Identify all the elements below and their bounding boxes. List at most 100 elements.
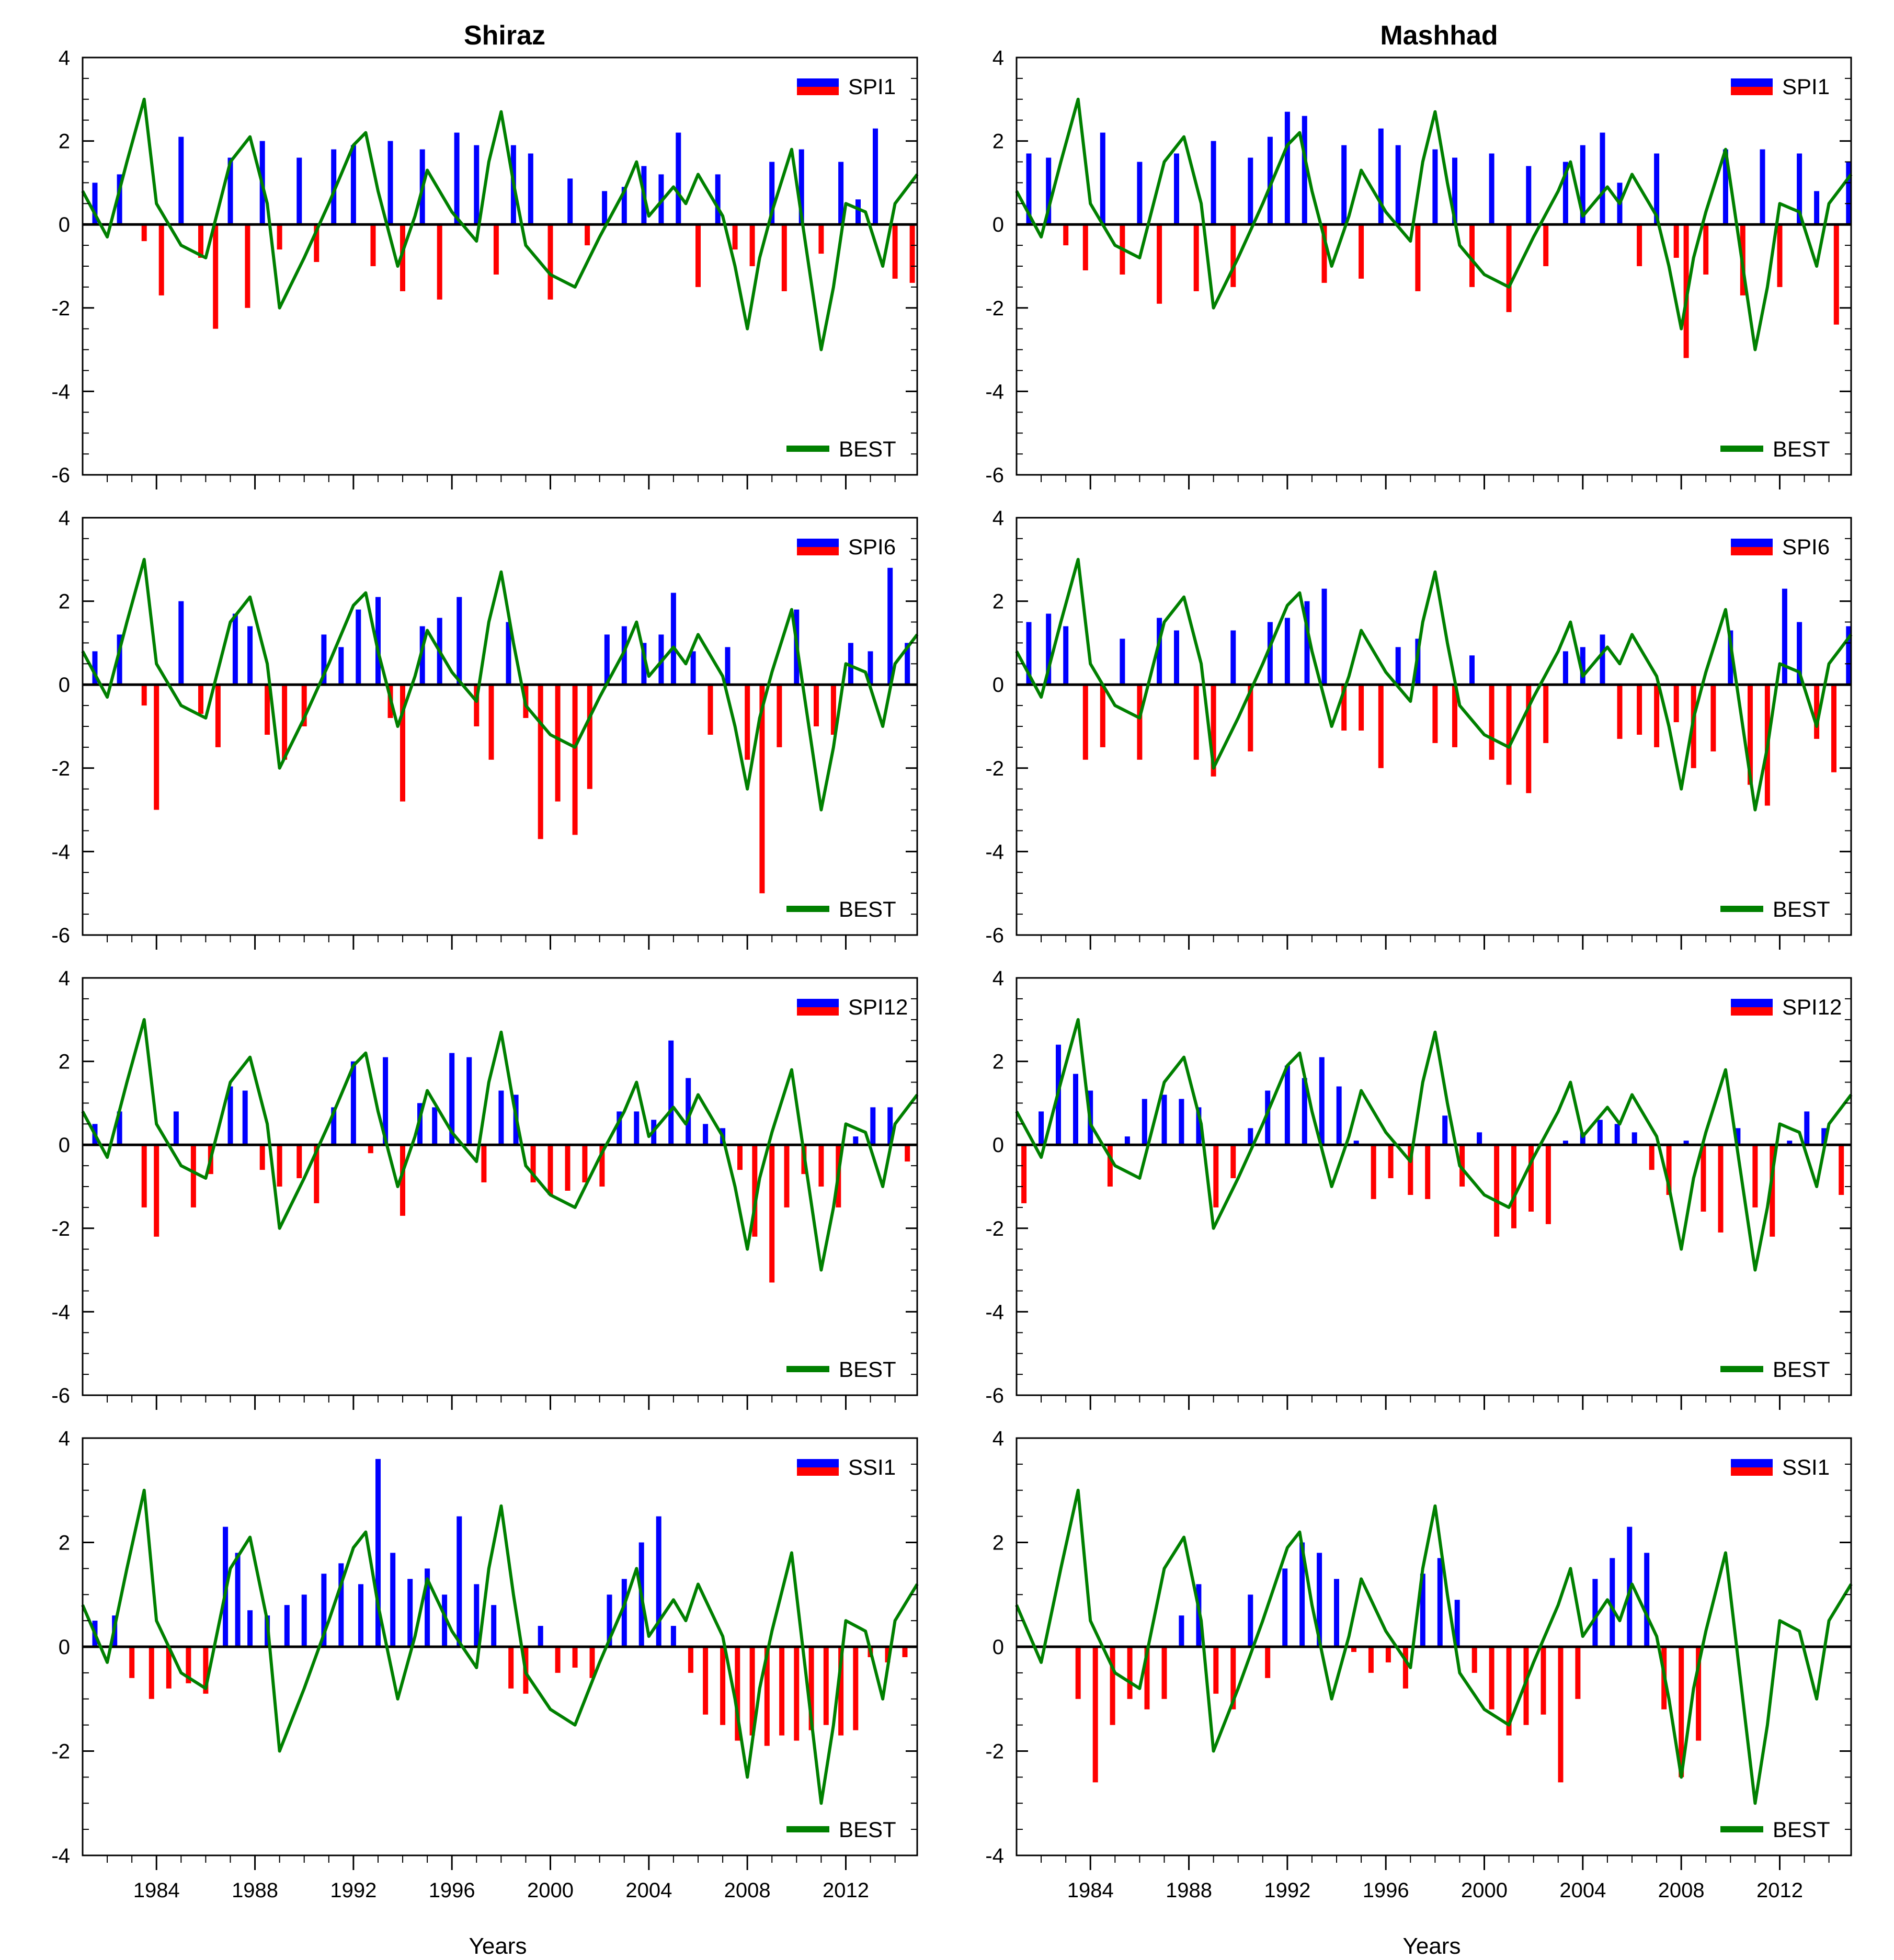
bar-shiraz-ssi1-33 (656, 1516, 661, 1647)
bar-mashhad-spi6-33 (1637, 685, 1642, 735)
bar-shiraz-ssi1-2 (129, 1647, 135, 1678)
bar-mashhad-ssi1-3 (1127, 1647, 1133, 1699)
ytick-label-mashhad-spi6-0: 4 (992, 507, 1004, 530)
xtick-label-mashhad-ssi1-2: 1992 (1264, 1879, 1310, 1902)
bar-mashhad-spi12-39 (1701, 1145, 1706, 1212)
bar-mashhad-spi6-0 (1026, 622, 1032, 685)
bar-shiraz-ssi1-44 (823, 1647, 829, 1725)
bar-mashhad-ssi1-26 (1523, 1647, 1529, 1725)
xtick-label-shiraz-ssi1-3: 1996 (429, 1879, 475, 1902)
bar-shiraz-spi6-44 (868, 651, 873, 685)
bar-mashhad-spi1-24 (1469, 224, 1475, 287)
bar-mashhad-ssi1-5 (1161, 1647, 1167, 1699)
ytick-label-mashhad-spi12-3: -2 (985, 1217, 1004, 1240)
bar-mashhad-spi1-31 (1600, 132, 1605, 225)
legend-swatch-positive-shiraz-spi12 (797, 999, 839, 1007)
bar-shiraz-spi6-17 (400, 685, 405, 802)
bar-mashhad-ssi1-17 (1368, 1647, 1374, 1673)
bar-mashhad-spi1-44 (1833, 224, 1839, 325)
bar-shiraz-spi1-32 (676, 132, 681, 225)
bar-shiraz-spi1-1 (117, 174, 122, 225)
bar-shiraz-spi6-41 (814, 685, 819, 726)
bar-shiraz-spi6-39 (777, 685, 782, 747)
bar-mashhad-spi12-1 (1039, 1111, 1044, 1145)
bar-shiraz-spi6-30 (621, 626, 627, 685)
bar-shiraz-spi6-45 (887, 567, 893, 685)
bar-mashhad-spi12-42 (1752, 1145, 1758, 1207)
bar-mashhad-spi12-26 (1477, 1132, 1482, 1145)
bar-shiraz-ssi1-21 (457, 1516, 462, 1647)
bar-mashhad-spi1-0 (1026, 153, 1032, 225)
bar-shiraz-ssi1-6 (203, 1647, 209, 1694)
bar-shiraz-spi1-4 (178, 136, 184, 225)
bar-mashhad-spi6-9 (1193, 685, 1199, 760)
bar-shiraz-spi1-40 (818, 224, 824, 254)
bar-shiraz-spi6-1 (117, 634, 122, 685)
bar-mashhad-ssi1-20 (1420, 1574, 1425, 1647)
xtick-label-shiraz-ssi1-4: 2000 (527, 1879, 574, 1902)
bar-shiraz-ssi1-16 (375, 1458, 381, 1647)
ytick-label-shiraz-spi1-2: 0 (59, 213, 70, 236)
bar-mashhad-spi12-20 (1371, 1145, 1376, 1199)
bar-shiraz-spi1-35 (732, 224, 738, 250)
bar-shiraz-spi1-0 (92, 183, 98, 225)
bar-mashhad-spi12-0 (1021, 1145, 1027, 1203)
bar-mashhad-ssi1-29 (1575, 1647, 1581, 1699)
bar-shiraz-ssi1-9 (247, 1610, 253, 1647)
ytick-label-mashhad-spi1-3: -2 (985, 297, 1004, 320)
bar-mashhad-spi1-35 (1673, 224, 1679, 258)
bar-mashhad-spi6-13 (1267, 622, 1273, 685)
bar-mashhad-spi6-44 (1831, 685, 1836, 772)
ytick-label-shiraz-spi12-4: -4 (51, 1301, 70, 1324)
bar-mashhad-spi6-4 (1100, 685, 1105, 747)
panel-mashhad-spi1: 4 2 0 -2 -4 -6 SPI1 BEST (985, 47, 1853, 489)
xtick-label-mashhad-ssi1-4: 2000 (1461, 1879, 1508, 1902)
bar-shiraz-spi1-25 (547, 224, 553, 300)
legend-best-label-shiraz-spi6: BEST (839, 897, 896, 921)
legend-swatch-negative-mashhad-spi12 (1731, 1007, 1773, 1016)
xtick-label-mashhad-ssi1-6: 2008 (1658, 1879, 1705, 1902)
ytick-label-shiraz-spi12-0: 4 (59, 967, 70, 990)
bar-mashhad-ssi1-14 (1317, 1553, 1322, 1647)
bar-shiraz-ssi1-27 (555, 1647, 561, 1673)
bar-mashhad-spi12-31 (1562, 1141, 1568, 1145)
legend-label-shiraz-spi12: SPI12 (848, 995, 908, 1019)
bar-shiraz-spi1-19 (437, 224, 442, 300)
bar-shiraz-spi6-22 (488, 685, 494, 760)
bar-shiraz-spi6-4 (178, 601, 184, 685)
bar-mashhad-ssi1-18 (1385, 1647, 1391, 1662)
legend-swatch-positive-shiraz-ssi1 (797, 1459, 839, 1467)
bar-shiraz-spi1-11 (296, 157, 302, 225)
legend-swatch-negative-mashhad-ssi1 (1731, 1467, 1773, 1476)
bar-shiraz-spi12-29 (599, 1145, 605, 1187)
bar-mashhad-spi6-23 (1452, 685, 1457, 747)
ytick-label-shiraz-spi1-5: -6 (51, 464, 70, 487)
bar-shiraz-ssi1-5 (186, 1647, 191, 1683)
bar-mashhad-ssi1-1 (1092, 1647, 1098, 1783)
bar-mashhad-spi6-2 (1063, 626, 1069, 685)
bar-mashhad-spi6-22 (1432, 685, 1438, 743)
bar-shiraz-spi12-22 (481, 1145, 487, 1182)
legend-label-mashhad-spi12: SPI12 (1782, 995, 1842, 1019)
bar-mashhad-spi12-24 (1442, 1115, 1448, 1145)
bar-mashhad-spi1-10 (1211, 141, 1216, 225)
xtick-label-shiraz-ssi1-2: 1992 (330, 1879, 376, 1902)
bar-mashhad-ssi1-12 (1282, 1568, 1288, 1647)
bar-shiraz-ssi1-34 (670, 1626, 676, 1647)
legend-best-label-shiraz-ssi1: BEST (839, 1817, 896, 1842)
legend-swatch-negative-shiraz-ssi1 (797, 1467, 839, 1476)
best-line-mashhad-ssi1 (1015, 1488, 1853, 1805)
bar-mashhad-spi1-45 (1846, 162, 1852, 225)
bar-mashhad-spi12-5 (1107, 1145, 1113, 1187)
bar-shiraz-ssi1-19 (425, 1568, 430, 1647)
bar-mashhad-spi12-6 (1124, 1136, 1130, 1145)
bar-shiraz-spi12-3 (154, 1145, 159, 1237)
bar-shiraz-ssi1-39 (749, 1647, 755, 1736)
bar-mashhad-spi12-36 (1649, 1145, 1655, 1170)
bar-mashhad-spi12-11 (1213, 1145, 1219, 1207)
bar-mashhad-spi6-14 (1284, 618, 1290, 685)
bar-mashhad-ssi1-25 (1506, 1647, 1512, 1736)
bar-shiraz-spi6-21 (474, 685, 480, 726)
ytick-label-shiraz-ssi1-4: -4 (51, 1844, 70, 1867)
bar-mashhad-ssi1-31 (1610, 1558, 1615, 1647)
